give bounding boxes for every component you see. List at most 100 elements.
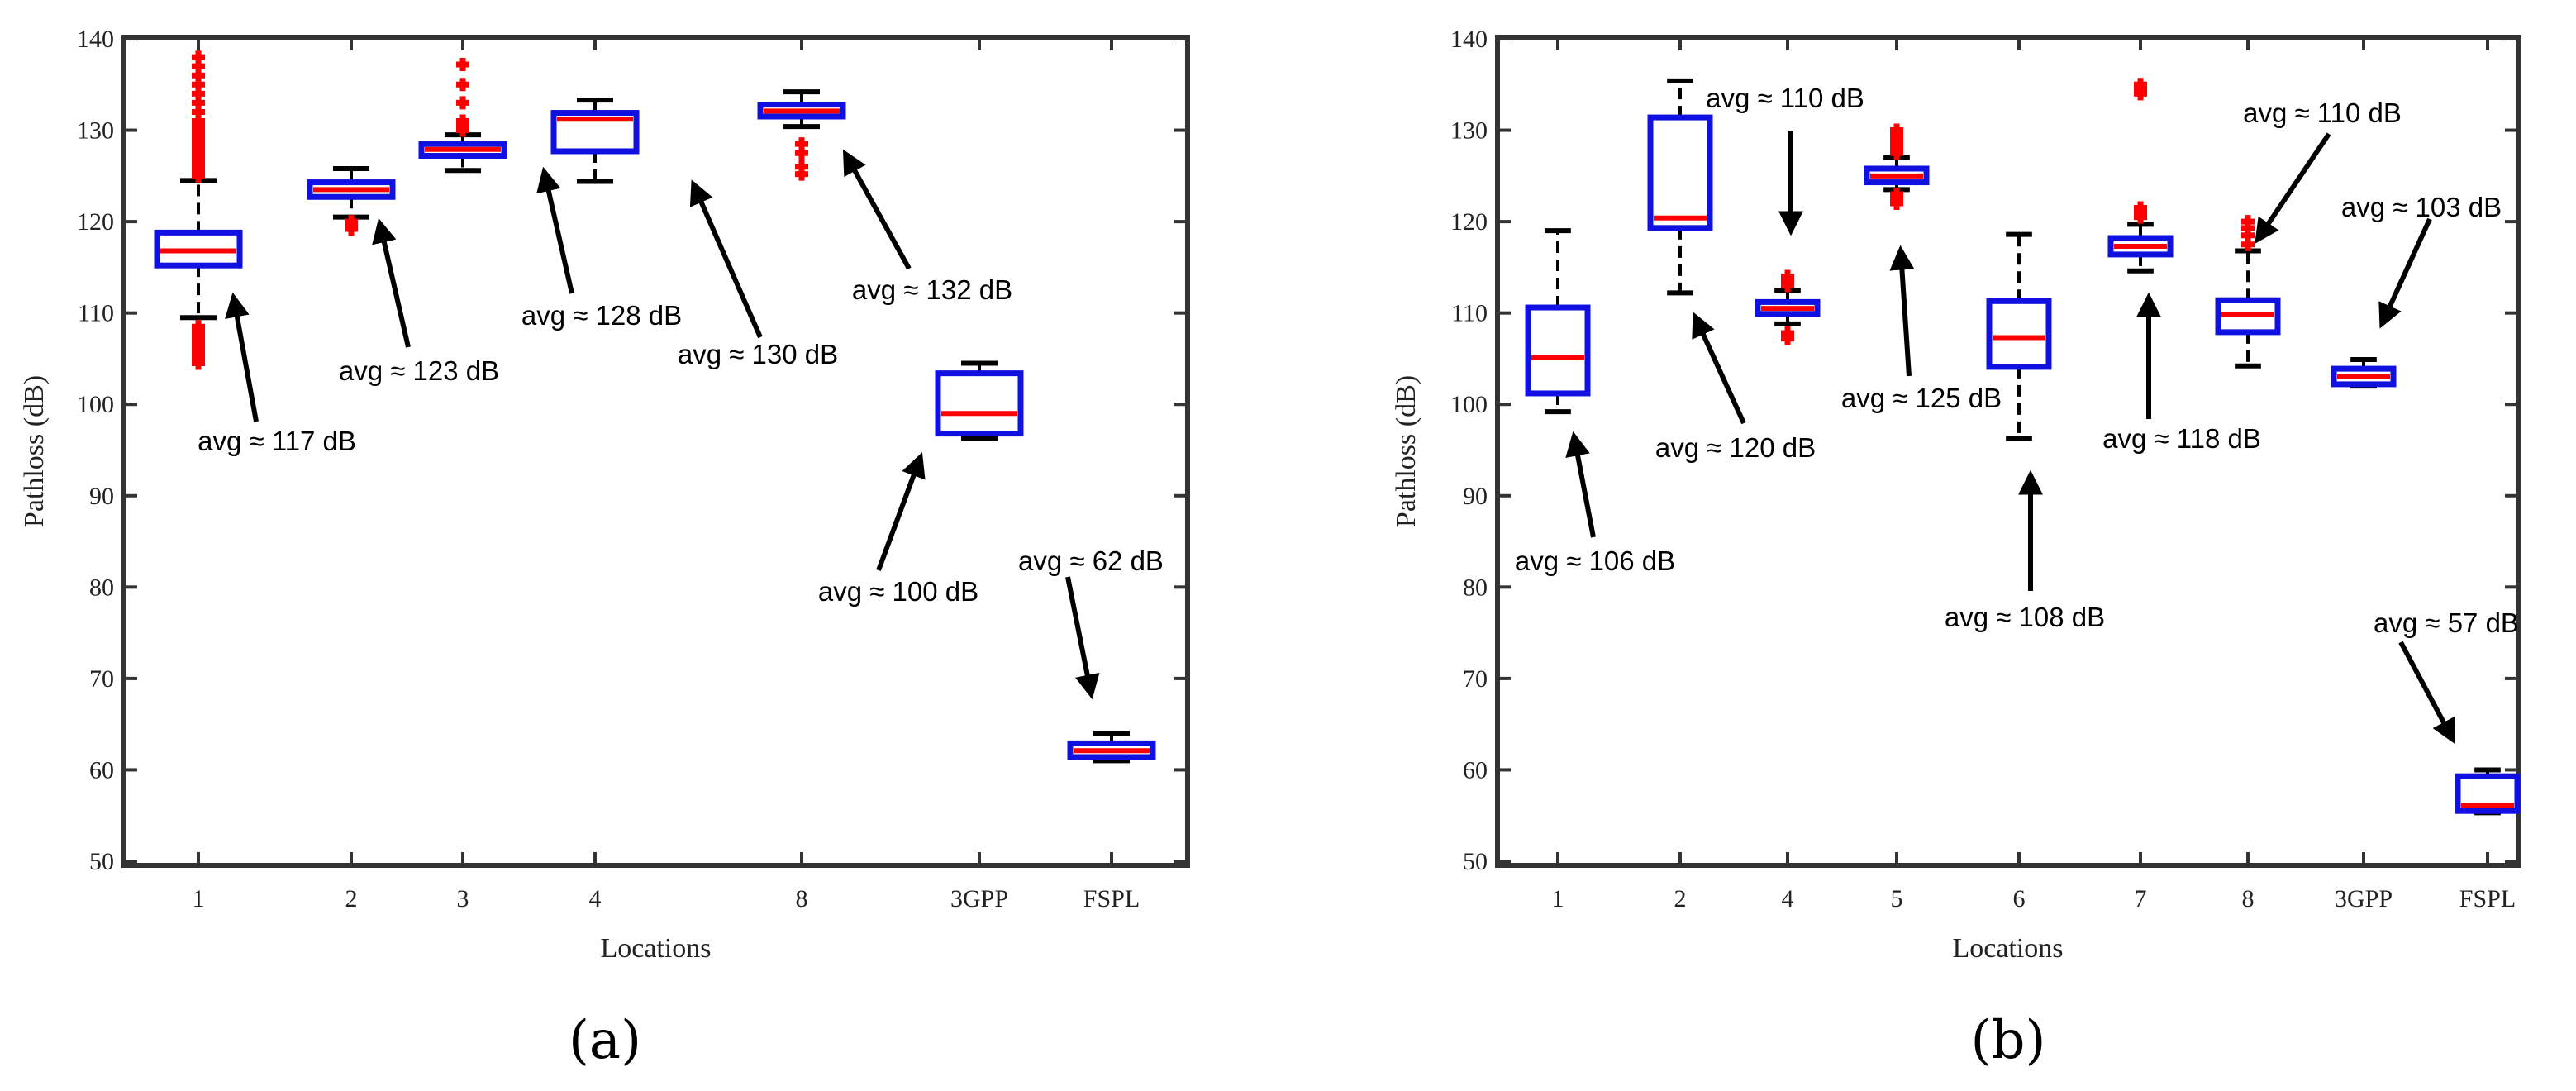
panel-b-box-group-7 <box>2107 78 2174 274</box>
panel-a-box-group-4 <box>550 98 640 184</box>
panel-b-x-axis-label: Locations <box>1952 933 2063 964</box>
panel-a-ytick-label: 100 <box>77 391 114 418</box>
panel-b-annotation-label: avg ≈ 57 dB <box>2374 607 2519 638</box>
panel-b-xtick-label: 5 <box>1891 885 1903 912</box>
outlier-point <box>1781 269 1794 283</box>
outlier-point <box>2241 215 2255 229</box>
outlier-point <box>456 57 469 71</box>
panel-b-ytick-label: 110 <box>1451 300 1488 327</box>
panel-a-x-axis-label: Locations <box>600 933 711 964</box>
panel-b-box-group-3GPP <box>2331 357 2397 389</box>
panel-b-box-group-2 <box>1647 78 1713 296</box>
panel-b-box-group-6 <box>1986 231 2052 441</box>
panel-b-ytick-label: 90 <box>1463 483 1488 510</box>
panel-b-xtick-label: 2 <box>1674 885 1687 912</box>
panel-a-ytick-label: 110 <box>78 300 114 327</box>
panel-b-xtick-label: 3GPP <box>2335 885 2393 912</box>
panel-b-ytick-label: 120 <box>1450 208 1488 236</box>
panel-a-annotation-arrow <box>876 452 926 572</box>
outlier-point <box>1781 326 1794 340</box>
outlier-point <box>1890 123 1903 137</box>
panel-b-xtick-label: 4 <box>1782 885 1794 912</box>
panel-a-xtick-label: 8 <box>796 885 808 912</box>
panel-a-annotation-arrow <box>1065 576 1100 700</box>
panel-b-annotation-label: avg ≈ 120 dB <box>1655 432 1816 463</box>
outlier-point <box>192 50 205 64</box>
panel-b-chart: 50 60 70 80 90 100 110 120 130 140 1 2 4 5 6 7 8 3GPP FSPL… <box>1391 26 2521 964</box>
panel-a-y-axis-label: Pathloss (dB) <box>19 375 50 527</box>
panel-b-xtick-label: 6 <box>2013 885 2026 912</box>
panel-b-xtick-label: 1 <box>1552 885 1564 912</box>
panel-a-label: (a) <box>569 1010 641 1071</box>
panel-a-annotation-arrow <box>842 149 912 270</box>
panel-a-box-group-8 <box>757 89 846 181</box>
panel-b-annotation-arrow <box>1692 312 1746 425</box>
panel-a-ytick-label: 120 <box>77 208 114 236</box>
panel-a-annotation-arrow <box>225 292 259 422</box>
panel-a-chart: 50 60 70 80 90 100 110 120 130 140 1 2 3 4 8 3GPP FSPL Lo… <box>19 26 1190 964</box>
panel-a-box-group-1 <box>154 50 243 370</box>
panel-b-box-group-FSPL <box>2455 767 2521 816</box>
panel-b-annotation-label: avg ≈ 110 dB <box>2243 98 2402 128</box>
panel-a-xtick-label: FSPL <box>1083 885 1140 912</box>
outlier-point <box>2134 78 2147 92</box>
panel-a-annotation-arrow <box>689 179 763 339</box>
panel-a-xtick-label: 3 <box>457 885 469 912</box>
box-iqr <box>1986 298 2052 370</box>
panel-a-ytick-label: 130 <box>77 117 114 145</box>
panel-a-xtick-label: 2 <box>345 885 358 912</box>
panel-b-annotation-arrow <box>1565 431 1596 538</box>
panel-b-ytick-label: 50 <box>1463 848 1488 875</box>
panel-b-ytick-label: 70 <box>1463 665 1488 693</box>
panel-b-annotation-label: avg ≈ 118 dB <box>2102 423 2261 454</box>
panel-b-annotation-label: avg ≈ 103 dB <box>2341 192 2502 222</box>
panel-a-annotation-label: avg ≈ 130 dB <box>678 339 838 369</box>
panel-b-ytick-label: 140 <box>1450 26 1488 53</box>
panel-a-annotation-label: avg ≈ 100 dB <box>818 576 978 607</box>
panel-b-annotation-arrow <box>2378 217 2432 329</box>
outlier-point <box>2134 201 2147 215</box>
panel-b-label: (b) <box>1971 1010 2046 1071</box>
panel-a-ytick-label: 90 <box>89 483 114 510</box>
outlier-point <box>456 78 469 92</box>
panel-b-box-group-4 <box>1755 269 1821 345</box>
box-iqr <box>935 370 1024 437</box>
panel-b-annotation-arrow <box>2255 132 2331 244</box>
panel-b-annotation-label: avg ≈ 125 dB <box>1841 383 2002 413</box>
panel-a-xtick-label: 3GPP <box>950 885 1008 912</box>
panel-b-annotation-arrow <box>2398 641 2455 745</box>
panel-a-axes-frame <box>121 35 1190 868</box>
panel-a-ytick-label: 60 <box>89 756 114 784</box>
panel-a-annotation-label: avg ≈ 62 dB <box>1018 546 1164 576</box>
box-iqr <box>1647 114 1713 231</box>
panel-b-ytick-label: 80 <box>1463 574 1488 601</box>
panel-a-box-group-FSPL <box>1067 731 1156 764</box>
panel-a-box-group-2 <box>307 165 396 236</box>
panel-a-box-group-3 <box>418 57 507 174</box>
panel-a-annotation-arrow <box>372 217 411 348</box>
panel-a-box-group-3GPP <box>935 360 1024 441</box>
outlier-point <box>456 114 469 128</box>
panel-b-ytick-label: 100 <box>1450 391 1488 418</box>
panel-a-xtick-label: 1 <box>193 885 205 912</box>
outlier-point <box>795 137 808 151</box>
panel-a-annotation-label: avg ≈ 128 dB <box>521 300 682 331</box>
panel-b-ytick-label: 60 <box>1463 756 1488 784</box>
panel-a-ytick-label: 80 <box>89 574 114 601</box>
panel-b-box-group-1 <box>1525 228 1591 415</box>
panel-b-annotation-label: avg ≈ 110 dB <box>1706 83 1864 113</box>
box-iqr <box>1525 304 1591 397</box>
panel-b-axes-frame <box>1495 35 2521 868</box>
panel-b-box-group-8 <box>2215 215 2281 369</box>
panel-b-xtick-label: 8 <box>2242 885 2255 912</box>
panel-a-annotation-label: avg ≈ 117 dB <box>198 426 356 456</box>
panel-a-annotation-arrow <box>536 166 574 294</box>
panel-a-ytick-label: 50 <box>89 848 114 875</box>
outlier-point <box>456 96 469 110</box>
panel-b-xtick-label: 7 <box>2135 885 2147 912</box>
panel-b-box-group-5 <box>1864 123 1930 210</box>
panel-b-annotation-arrow <box>1889 245 1915 377</box>
panel-b-annotation-label: avg ≈ 106 dB <box>1515 546 1675 576</box>
panel-a-ytick-label: 70 <box>89 665 114 693</box>
